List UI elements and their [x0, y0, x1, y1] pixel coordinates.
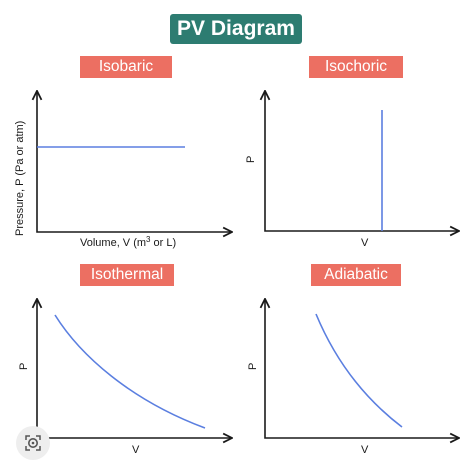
isothermal-label: Isothermal	[80, 264, 174, 286]
lens-search-button[interactable]	[16, 426, 50, 460]
isochoric-label: Isochoric	[309, 56, 403, 78]
adiabatic-axes	[265, 300, 458, 438]
isothermal-x-axis-label: V	[132, 444, 140, 456]
isochoric-y-axis-label: P	[245, 156, 257, 163]
adiabatic-panel: P V	[247, 300, 458, 456]
isothermal-y-axis-label: P	[18, 363, 30, 370]
isobaric-label: Isobaric	[80, 56, 172, 78]
adiabatic-label: Adiabatic	[311, 264, 401, 286]
adiabatic-x-axis-label: V	[361, 444, 369, 456]
isobaric-x-axis-label: Volume, V (m3 or L)	[80, 235, 176, 249]
page-title: PV Diagram	[170, 14, 302, 44]
isobaric-axes	[37, 92, 231, 232]
isobaric-y-axis-label: Pressure, P (Pa or atm)	[14, 121, 26, 236]
isothermal-panel: P V	[18, 300, 231, 456]
lens-search-icon	[25, 435, 41, 451]
isochoric-x-axis-label: V	[361, 237, 369, 249]
isothermal-axes	[37, 300, 231, 438]
isobaric-panel: Pressure, P (Pa or atm) Volume, V (m3 or…	[14, 92, 231, 249]
isochoric-panel: P V	[245, 92, 458, 249]
adiabatic-process-curve	[315, 313, 403, 428]
isochoric-axes	[265, 92, 458, 231]
isothermal-process-curve	[54, 314, 206, 429]
adiabatic-y-axis-label: P	[247, 363, 259, 370]
